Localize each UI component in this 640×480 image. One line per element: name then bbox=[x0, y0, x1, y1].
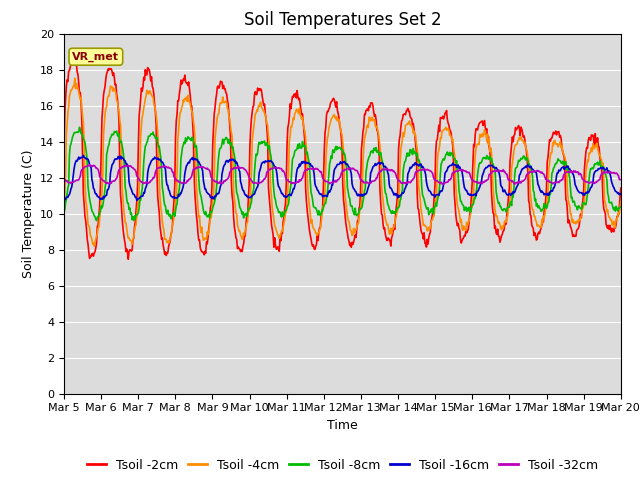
Tsoil -8cm bbox=[76, 124, 83, 130]
Tsoil -2cm bbox=[428, 216, 436, 221]
Tsoil -32cm bbox=[511, 181, 518, 187]
Tsoil -8cm bbox=[70, 130, 78, 136]
Legend: Tsoil -2cm, Tsoil -4cm, Tsoil -8cm, Tsoil -16cm, Tsoil -32cm: Tsoil -2cm, Tsoil -4cm, Tsoil -8cm, Tsoi… bbox=[82, 454, 603, 477]
Tsoil -2cm bbox=[60, 152, 68, 158]
Tsoil -8cm bbox=[129, 214, 137, 220]
Tsoil -16cm bbox=[412, 160, 419, 166]
Tsoil -4cm bbox=[71, 75, 79, 81]
Tsoil -4cm bbox=[215, 110, 223, 116]
Tsoil -8cm bbox=[93, 217, 100, 223]
Tsoil -32cm bbox=[128, 165, 136, 170]
Tsoil -32cm bbox=[214, 180, 222, 186]
Tsoil -2cm bbox=[617, 185, 625, 191]
Tsoil -32cm bbox=[617, 177, 625, 182]
Tsoil -8cm bbox=[428, 209, 436, 215]
Line: Tsoil -2cm: Tsoil -2cm bbox=[64, 58, 621, 259]
Y-axis label: Soil Temperature (C): Soil Temperature (C) bbox=[22, 149, 35, 278]
Tsoil -4cm bbox=[412, 132, 419, 138]
Tsoil -16cm bbox=[186, 160, 193, 166]
Tsoil -32cm bbox=[428, 168, 435, 174]
Line: Tsoil -32cm: Tsoil -32cm bbox=[64, 165, 621, 184]
Tsoil -2cm bbox=[186, 85, 193, 91]
Tsoil -16cm bbox=[60, 197, 68, 203]
Line: Tsoil -16cm: Tsoil -16cm bbox=[64, 156, 621, 201]
Line: Tsoil -8cm: Tsoil -8cm bbox=[64, 127, 621, 220]
Text: VR_met: VR_met bbox=[72, 51, 119, 62]
Tsoil -16cm bbox=[128, 189, 136, 195]
Tsoil -2cm bbox=[124, 256, 132, 262]
Tsoil -16cm bbox=[617, 191, 625, 197]
Tsoil -8cm bbox=[60, 208, 68, 214]
Tsoil -4cm bbox=[70, 84, 78, 89]
Tsoil -2cm bbox=[215, 85, 223, 91]
Tsoil -32cm bbox=[185, 176, 193, 182]
Tsoil -4cm bbox=[186, 98, 193, 104]
Tsoil -16cm bbox=[70, 166, 78, 172]
Tsoil -4cm bbox=[129, 236, 137, 242]
Tsoil -32cm bbox=[411, 172, 419, 178]
Line: Tsoil -4cm: Tsoil -4cm bbox=[64, 78, 621, 246]
Tsoil -8cm bbox=[412, 151, 419, 156]
Tsoil -16cm bbox=[215, 190, 223, 196]
Tsoil -32cm bbox=[86, 162, 93, 168]
Tsoil -32cm bbox=[60, 176, 68, 182]
Tsoil -16cm bbox=[428, 192, 436, 198]
Tsoil -4cm bbox=[428, 217, 436, 223]
Tsoil -4cm bbox=[60, 201, 68, 207]
Tsoil -4cm bbox=[617, 199, 625, 204]
Tsoil -2cm bbox=[129, 237, 137, 243]
Tsoil -8cm bbox=[617, 204, 625, 210]
Tsoil -8cm bbox=[215, 152, 223, 157]
Tsoil -16cm bbox=[79, 153, 87, 158]
Tsoil -32cm bbox=[70, 179, 78, 184]
Tsoil -2cm bbox=[68, 55, 76, 61]
Tsoil -16cm bbox=[133, 198, 141, 204]
X-axis label: Time: Time bbox=[327, 419, 358, 432]
Title: Soil Temperatures Set 2: Soil Temperatures Set 2 bbox=[244, 11, 441, 29]
Tsoil -4cm bbox=[90, 243, 98, 249]
Tsoil -2cm bbox=[71, 60, 79, 65]
Tsoil -2cm bbox=[412, 140, 419, 146]
Tsoil -8cm bbox=[186, 136, 193, 142]
